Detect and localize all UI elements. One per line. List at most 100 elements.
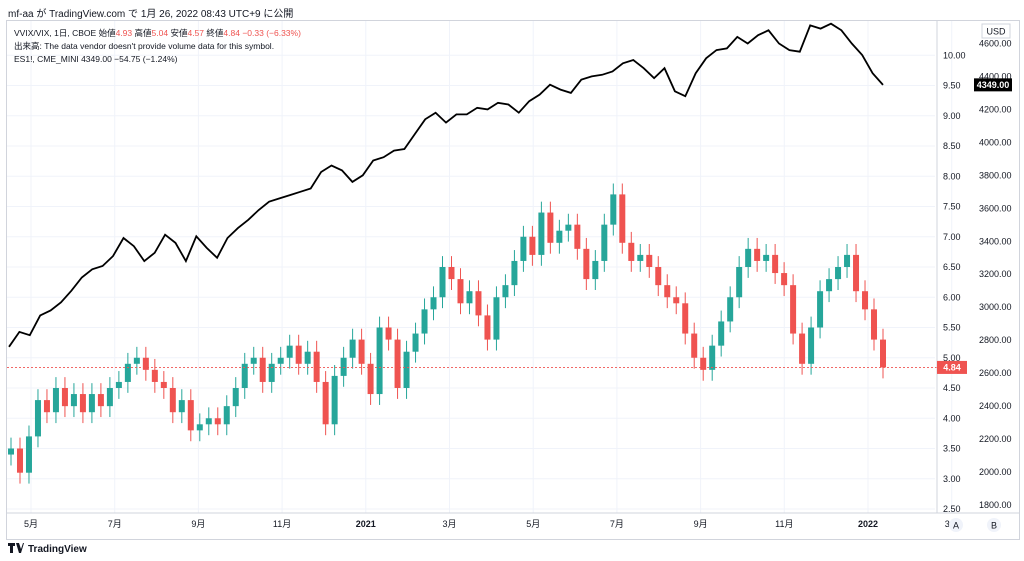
candle-body (547, 212, 554, 243)
candle-body (826, 279, 833, 292)
candle-body (610, 194, 617, 225)
time-tick-label: 5月 (526, 519, 540, 529)
candle-body (457, 279, 464, 304)
candle-body (16, 448, 23, 473)
es-tick-label: 2800.00 (979, 335, 1012, 345)
legend-volume-row: 出来高: The data vendor doesn't provide vol… (14, 41, 275, 51)
candle-body (502, 285, 509, 298)
candle-body (880, 339, 886, 368)
candle-body (736, 267, 743, 298)
time-tick-label: 7月 (108, 519, 122, 529)
candle-body (349, 339, 356, 358)
candle-body (412, 333, 419, 352)
candle-body (538, 212, 545, 255)
candle-body (331, 375, 338, 425)
legend-close-value: 4.84 (223, 28, 240, 38)
legend-low-value: 4.57 (187, 28, 205, 38)
candle-body (781, 273, 788, 286)
candle-body (313, 351, 320, 382)
candle-body (772, 254, 779, 274)
tradingview-logo-icon (8, 543, 24, 556)
time-tick-label: 5月 (24, 519, 38, 529)
ratio-tick-label: 10.00 (943, 50, 966, 60)
candle-body (277, 357, 284, 364)
es-tick-label: 3400.00 (979, 236, 1012, 246)
candle-body (322, 381, 329, 425)
es-tick-label: 4000.00 (979, 137, 1012, 147)
candle-body (79, 394, 86, 413)
candle-body (799, 333, 806, 364)
candle-body (385, 327, 392, 340)
time-tick-label: 2021 (356, 519, 376, 529)
ratio-tick-label: 2.50 (943, 504, 961, 514)
candle-body (817, 291, 824, 328)
axis-button-a-label: A (953, 521, 959, 531)
ratio-tick-label: 7.00 (943, 232, 961, 242)
candle-body (106, 388, 113, 407)
candle-body (655, 267, 662, 286)
candle-body (304, 351, 311, 364)
candle-body (70, 394, 77, 407)
legend-change: −0.33 (−6.33%) (242, 28, 301, 38)
price-axis[interactable]: 2.50 3.00 3.50 4.00 4.50 5.00 5.50 6.00 6.50 7.00… (936, 21, 1012, 514)
candle-body (718, 321, 725, 346)
ratio-tick-label: 4.00 (943, 413, 961, 423)
candle-body (295, 345, 302, 364)
candle-body (43, 400, 50, 413)
es-tick-label: 2400.00 (979, 401, 1012, 411)
candle-body (754, 248, 761, 261)
footer: TradingView (8, 543, 87, 556)
time-tick-label: 7月 (610, 519, 624, 529)
ratio-tick-label: 6.00 (943, 292, 961, 302)
es-tick-label: 4200.00 (979, 104, 1012, 114)
candle-body (187, 400, 194, 431)
time-tick-label: 9月 (694, 519, 708, 529)
legend-close-label: 終値 (206, 28, 224, 38)
es-tick-label: 2600.00 (979, 368, 1012, 378)
candle-body (205, 418, 212, 425)
time-tick-label: 11月 (273, 519, 291, 529)
legend-high-label: 高値 (134, 28, 152, 38)
candle-body (34, 400, 41, 437)
es-tick-label: 2000.00 (979, 467, 1012, 477)
candle-body (448, 267, 455, 280)
candle-body (835, 267, 842, 280)
candle-body (214, 418, 221, 425)
es-tick-label: 3800.00 (979, 170, 1012, 180)
axis-button-a[interactable]: A (949, 518, 963, 532)
candle-body (628, 242, 635, 261)
candle-body (727, 297, 734, 322)
candle-body (52, 388, 59, 413)
usd-text: USD (986, 27, 1006, 37)
ratio-tick-label: 8.00 (943, 171, 961, 181)
candle-body (700, 357, 707, 370)
tradingview-brand: TradingView (28, 544, 87, 555)
candle-body (169, 388, 176, 413)
time-tick-label: 11月 (775, 519, 793, 529)
chart-container[interactable]: 2.50 3.00 3.50 4.00 4.50 5.00 5.50 6.00 6.50 7.00… (6, 20, 1020, 540)
chart-canvas[interactable]: 2.50 3.00 3.50 4.00 4.50 5.00 5.50 6.00 6.50 7.00… (7, 21, 1019, 539)
legend-compare-row: ES1!, CME_MINI 4349.00 −54.75 (−1.24%) (14, 54, 178, 64)
es-tick-label: 3000.00 (979, 302, 1012, 312)
time-axis[interactable]: 5月7月9月11月20213月5月7月9月11月20223月 (7, 512, 1019, 529)
candle-body (421, 309, 428, 334)
usd-label[interactable]: USD (981, 23, 1011, 39)
axis-button-b[interactable]: B (987, 518, 1001, 532)
es-tick-label: 3200.00 (979, 269, 1012, 279)
candle-body (556, 230, 563, 243)
candle-body (259, 357, 266, 382)
candle-body (871, 309, 878, 340)
ratio-price-tag: 4.84 (937, 360, 967, 374)
candle-body (520, 236, 527, 261)
es-price-label: 4349.00 (977, 80, 1010, 90)
candle-body (853, 254, 860, 292)
candle-body (637, 254, 644, 261)
time-tick-label: 9月 (191, 519, 205, 529)
time-tick-label: 3月 (442, 519, 456, 529)
candle-body (133, 357, 140, 364)
candle-body (565, 224, 572, 231)
ratio-tick-label: 8.50 (943, 141, 961, 151)
time-tick-label: 2022 (858, 519, 878, 529)
candle-body (664, 285, 671, 298)
candle-body (115, 381, 122, 388)
